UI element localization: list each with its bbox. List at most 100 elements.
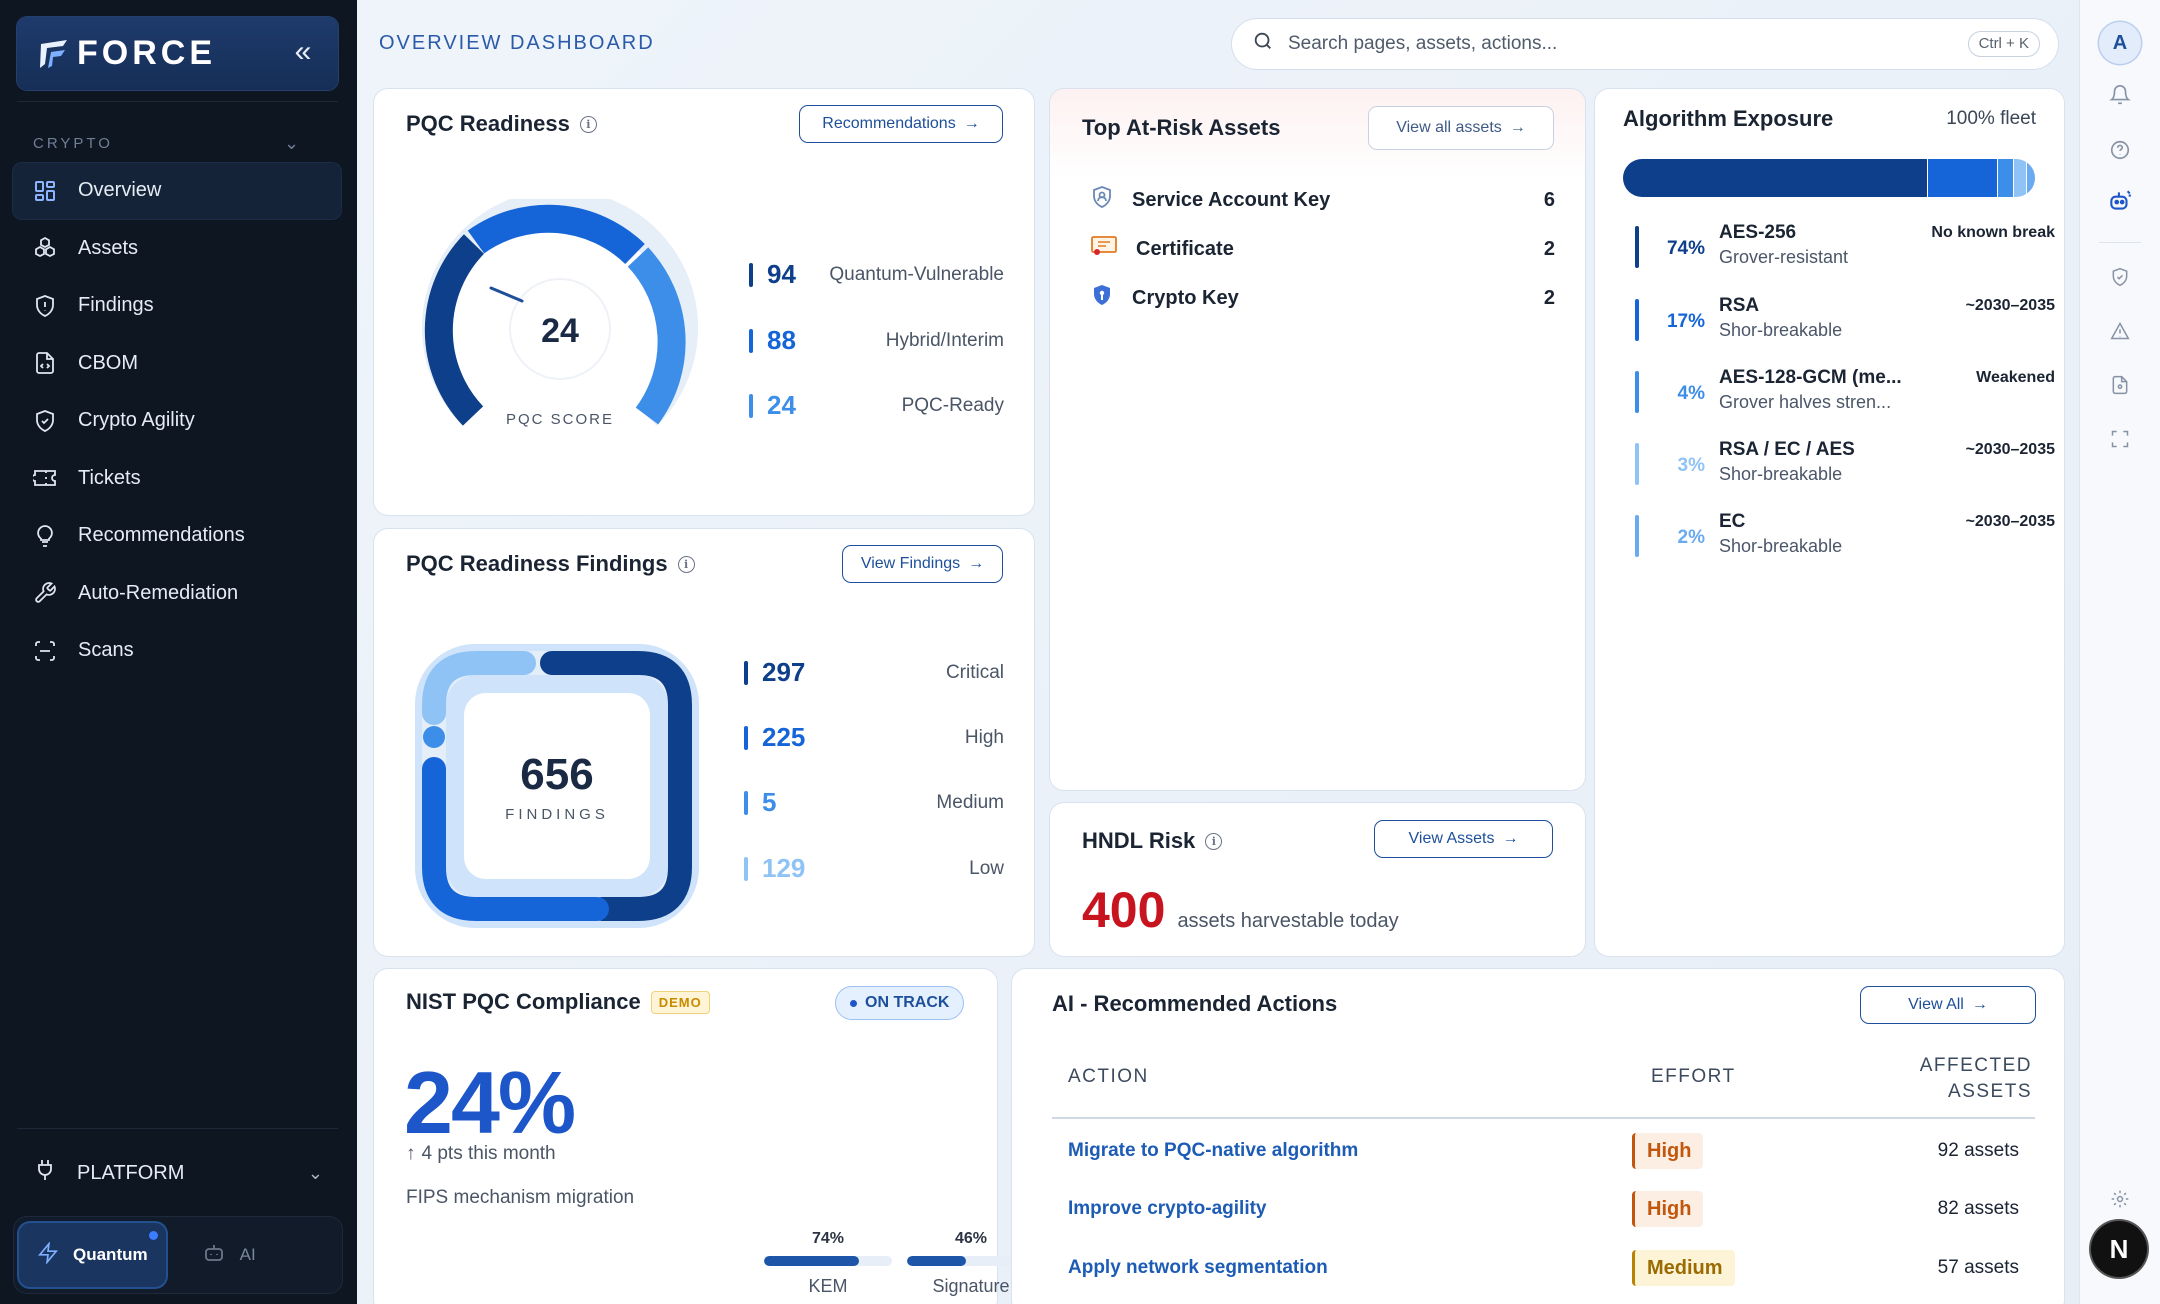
algo-subtitle: Shor-breakable	[1719, 464, 1843, 484]
sidebar-item-scans[interactable]: Scans	[12, 622, 342, 680]
stat-label: Quantum-Vulnerable	[829, 263, 1004, 285]
row-marker	[1635, 371, 1639, 413]
gauge-segment-vulnerable	[424, 234, 485, 426]
sidebar-item-findings[interactable]: Findings	[12, 277, 342, 335]
search-input[interactable]: Search pages, assets, actions...	[1288, 33, 1558, 54]
hndl-risk-card: HNDL Risk i View Assets → 400 assets harv…	[1050, 803, 1585, 956]
list-item[interactable]: 2% EC Shor-breakable ~2030–2035	[1635, 511, 2055, 573]
recommendations-button[interactable]: Recommendations →	[799, 105, 1003, 143]
donut-segment-medium	[423, 726, 445, 748]
sidebar-item-label: Recommendations	[78, 524, 245, 547]
avatar[interactable]: A	[2099, 22, 2141, 64]
info-icon[interactable]: i	[677, 555, 695, 573]
stat-marker	[749, 393, 753, 418]
boxes-icon	[32, 235, 58, 261]
table-row[interactable]: Migrate to PQC-native algorithm High 92 …	[1052, 1122, 2035, 1180]
row-marker	[1635, 299, 1639, 341]
hndl-caption: assets harvestable today	[1177, 910, 1399, 932]
brand-logo[interactable]: FORCE «	[17, 17, 338, 90]
sidebar-item-label: CBOM	[78, 351, 138, 374]
warning-icon[interactable]	[2105, 316, 2135, 346]
list-item[interactable]: Certificate 2	[1090, 231, 1555, 267]
button-label: Recommendations	[822, 115, 956, 132]
search-shortcut: Ctrl + K	[1967, 31, 2040, 57]
list-item[interactable]: 3% RSA / EC / AES Shor-breakable ~2030–2…	[1635, 439, 2055, 501]
top-at-risk-assets-card: Top At-Risk Assets View all assets → Serv…	[1050, 89, 1585, 790]
sidebar-nav: Overview Assets Findings CBOM Crypto Agi…	[12, 162, 342, 680]
sidebar-item-assets[interactable]: Assets	[12, 220, 342, 278]
force-logo-icon	[40, 39, 67, 68]
settings-icon[interactable]	[2105, 1184, 2135, 1214]
document-icon[interactable]	[2105, 370, 2135, 400]
chevron-down-icon[interactable]: ⌄	[284, 133, 300, 153]
shield-icon[interactable]	[2105, 262, 2135, 292]
sidebar-item-auto-remediation[interactable]: Auto-Remediation	[12, 565, 342, 623]
row-marker	[1635, 226, 1639, 268]
sidebar-item-recommendations[interactable]: Recommendations	[12, 507, 342, 565]
algo-status: No known break	[1931, 224, 2055, 241]
mode-quantum-button[interactable]: Quantum	[19, 1223, 166, 1287]
info-icon[interactable]: i	[1205, 832, 1223, 850]
view-all-button[interactable]: View All →	[1860, 986, 2036, 1024]
pqc-readiness-card: PQC Readiness i Recommendations → 24 PQC …	[374, 89, 1034, 515]
sidebar-item-crypto-agility[interactable]: Crypto Agility	[12, 392, 342, 450]
platform-section-toggle[interactable]: PLATFORM ⌄	[33, 1158, 323, 1188]
fips-bar-kem: 74% KEM	[764, 1230, 892, 1297]
bell-icon[interactable]	[2105, 80, 2135, 110]
donut-segment-high	[422, 757, 609, 921]
algo-status: Weakened	[1976, 369, 2055, 386]
sidebar-item-tickets[interactable]: Tickets	[12, 450, 342, 508]
column-header-affected: AFFECTED ASSETS	[1920, 1053, 2032, 1105]
card-title: PQC Readiness Findings	[406, 551, 668, 576]
search-bar[interactable]: Search pages, assets, actions... Ctrl + …	[1232, 19, 2058, 69]
card-title: HNDL Risk	[1082, 828, 1196, 853]
view-findings-button[interactable]: View Findings →	[842, 545, 1003, 583]
sidebar-item-cbom[interactable]: CBOM	[12, 335, 342, 393]
fullscreen-icon[interactable]	[2105, 424, 2135, 454]
card-title: Algorithm Exposure	[1623, 106, 1834, 131]
action-link[interactable]: Improve crypto-agility	[1068, 1198, 1267, 1219]
card-title: PQC Readiness	[406, 111, 570, 136]
platform-label: PLATFORM	[77, 1161, 185, 1184]
list-item[interactable]: 17% RSA Shor-breakable ~2030–2035	[1635, 295, 2055, 357]
view-assets-button[interactable]: View Assets →	[1374, 820, 1553, 858]
collapse-sidebar-icon[interactable]: «	[294, 35, 312, 68]
button-label: View All	[1908, 996, 1964, 1013]
help-icon[interactable]	[2105, 135, 2135, 165]
mode-ai-button[interactable]: AI	[184, 1223, 274, 1287]
info-icon[interactable]: i	[579, 115, 597, 133]
action-link[interactable]: Migrate to PQC-native algorithm	[1068, 1140, 1359, 1161]
fips-percent: 74%	[811, 1230, 845, 1247]
action-link[interactable]: Apply network segmentation	[1068, 1257, 1328, 1278]
gauge-segment-hybrid	[467, 204, 645, 265]
gauge-center	[509, 278, 611, 380]
bottom-badge-button[interactable]: N	[2091, 1221, 2147, 1277]
list-item[interactable]: 4% AES-128-GCM (me... Grover halves stre…	[1635, 367, 2055, 429]
list-item[interactable]: 74% AES-256 Grover-resistant No known br…	[1635, 222, 2055, 284]
page-title: OVERVIEW DASHBOARD	[379, 32, 655, 54]
view-all-assets-button[interactable]: View all assets →	[1368, 106, 1554, 150]
arrow-right-icon: →	[963, 115, 980, 132]
stat-marker	[744, 660, 748, 685]
sidebar-item-overview[interactable]: Overview	[12, 162, 342, 220]
sidebar-item-label: Assets	[78, 236, 139, 259]
findings-total-label: FINDINGS	[505, 806, 609, 823]
section-label-crypto: CRYPTO	[33, 135, 113, 152]
list-item[interactable]: Crypto Key 2	[1090, 280, 1555, 316]
column-header-action: ACTION	[1068, 1066, 1149, 1087]
table-row[interactable]: Improve crypto-agility High 82 assets	[1052, 1180, 2035, 1238]
algo-status: ~2030–2035	[1965, 441, 2055, 458]
divider	[1052, 1117, 2035, 1119]
list-item[interactable]: Service Account Key 6	[1090, 182, 1555, 218]
gauge-needle	[489, 286, 524, 303]
exposure-segment	[2014, 159, 2027, 197]
ticket-icon	[32, 465, 58, 491]
fips-track	[907, 1256, 1035, 1266]
column-header-effort: EFFORT	[1651, 1066, 1736, 1087]
algo-name: AES-256	[1719, 222, 1797, 243]
key-shield-icon	[1090, 283, 1114, 313]
assistant-bot-icon[interactable]	[2105, 186, 2135, 216]
table-row[interactable]: Apply network segmentation Medium 57 ass…	[1052, 1239, 2035, 1297]
fips-percent: 46%	[954, 1230, 988, 1247]
stat-marker	[744, 725, 748, 750]
